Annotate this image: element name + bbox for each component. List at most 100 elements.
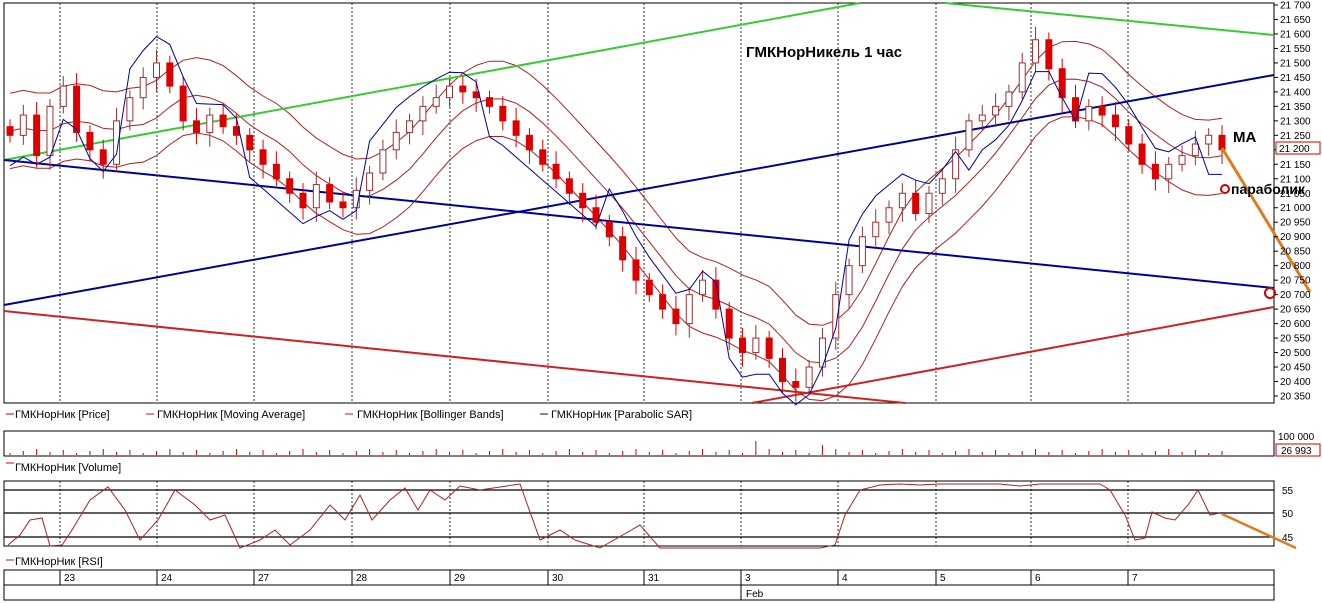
chart-title: ГМКНорНикель 1 час <box>746 44 902 61</box>
price-tick-label: 20 500 <box>1280 348 1311 359</box>
candle-body <box>898 192 906 209</box>
price-tick-label: 20 700 <box>1280 290 1311 301</box>
candle-body <box>619 236 627 261</box>
candle-body <box>1018 62 1026 93</box>
candle-body <box>552 163 560 180</box>
legend-price: ГМКНорНик [Price] <box>15 409 110 421</box>
price-tick-label: 20 650 <box>1280 305 1311 316</box>
candle-body <box>86 131 94 151</box>
candle-body <box>925 192 933 215</box>
price-tick-label: 21 550 <box>1280 44 1311 55</box>
parabolic-sar-line <box>9 35 1222 406</box>
candle-body <box>366 172 374 191</box>
blue-uptrend-line <box>3 74 1275 306</box>
date-label: 30 <box>552 573 564 584</box>
candle-body <box>166 62 174 87</box>
price-tick-label: 21 250 <box>1280 131 1311 142</box>
rsi-curve <box>7 483 1221 549</box>
candle-body <box>1085 105 1093 122</box>
candle-body <box>179 85 187 122</box>
rsi-legend: ГМКНорНик [RSI] <box>15 556 103 568</box>
last-price-tag <box>1275 141 1321 155</box>
bollinger-upper <box>9 40 1223 326</box>
candle-body <box>858 236 866 267</box>
candle-body <box>965 120 973 151</box>
candle-body <box>259 149 267 165</box>
candle-body <box>312 184 320 209</box>
date-label: 4 <box>842 573 848 584</box>
candle-body <box>685 294 693 325</box>
sar-polyline <box>9 35 1222 406</box>
candle-body <box>472 91 480 99</box>
candle-body <box>1178 155 1186 165</box>
candle-body <box>659 294 667 310</box>
parabolic-annotation: параболик <box>1231 181 1306 197</box>
price-tick-label: 21 600 <box>1280 29 1311 40</box>
candle-body <box>645 279 653 296</box>
candle-body <box>579 192 587 209</box>
candle-body <box>778 357 786 383</box>
price-tick-label: 21 450 <box>1280 73 1311 84</box>
candle-body <box>113 120 121 165</box>
date-label: 24 <box>161 573 173 584</box>
price-tick-label: 20 900 <box>1280 232 1311 243</box>
candle-body <box>885 207 893 223</box>
month-label: Feb <box>746 589 764 600</box>
candle-body <box>73 85 81 133</box>
candle-body <box>299 192 307 209</box>
candle-body <box>1005 91 1013 107</box>
volume-max-tick: 100 000 <box>1278 432 1315 443</box>
candle-body <box>1138 143 1146 165</box>
candle-body <box>219 114 227 128</box>
date-label: 3 <box>745 573 751 584</box>
price-tick-label: 21 350 <box>1280 102 1311 113</box>
candle-body <box>6 126 14 136</box>
legend-parabolic-sar: ГМКНорНик [Parabolic SAR] <box>551 409 692 421</box>
price-tick-label: 21 050 <box>1280 189 1311 200</box>
candle-body <box>699 279 707 296</box>
candle-body <box>1151 163 1159 180</box>
candle-body <box>605 221 613 238</box>
rsi-tick-55: 55 <box>1282 486 1294 497</box>
candle-body <box>1218 134 1226 151</box>
candle-body <box>832 294 840 339</box>
last-volume-label: 26 993 <box>1281 446 1312 457</box>
ma-annotation: MA <box>1233 129 1256 146</box>
price-forecast-arrow <box>1220 147 1312 293</box>
candle-body <box>712 279 720 310</box>
candle-body <box>459 85 467 93</box>
candle-body <box>765 337 773 359</box>
last-volume-tag <box>1275 443 1321 457</box>
candle-body <box>485 97 493 107</box>
candle-body <box>845 265 853 296</box>
candle-body <box>912 192 920 215</box>
target-marker-icon <box>1264 287 1276 299</box>
trend-lines <box>3 2 1275 404</box>
candle-body <box>99 149 107 165</box>
rsi-forecast-arrow <box>1221 512 1297 550</box>
price-panel-frame <box>3 2 1275 404</box>
price-tick-label: 21 150 <box>1280 160 1311 171</box>
candle-body <box>725 308 733 339</box>
candle-body <box>992 105 1000 116</box>
candle-body <box>499 105 507 122</box>
candle-body <box>565 178 573 194</box>
candle-body <box>739 337 747 354</box>
candle-body <box>792 381 800 388</box>
date-label: 31 <box>648 573 660 584</box>
candle-body <box>352 189 360 209</box>
candle-body <box>272 163 280 180</box>
price-tick-label: 20 600 <box>1280 319 1311 330</box>
candle-body <box>406 120 414 133</box>
candle-body <box>139 76 147 99</box>
parabolic-marker-icon <box>1220 184 1230 194</box>
date-axis: 23 24 27 28 29 30 31 3 4 5 6 7 <box>59 570 1138 600</box>
green-resistance-line <box>944 2 1275 36</box>
candle-body <box>632 259 640 281</box>
candle-body <box>446 85 454 99</box>
rsi-tick-50: 50 <box>1282 509 1294 520</box>
candle-body <box>1032 39 1040 64</box>
date-label: 23 <box>64 573 76 584</box>
candle-body <box>286 178 294 194</box>
date-label: 29 <box>454 573 466 584</box>
